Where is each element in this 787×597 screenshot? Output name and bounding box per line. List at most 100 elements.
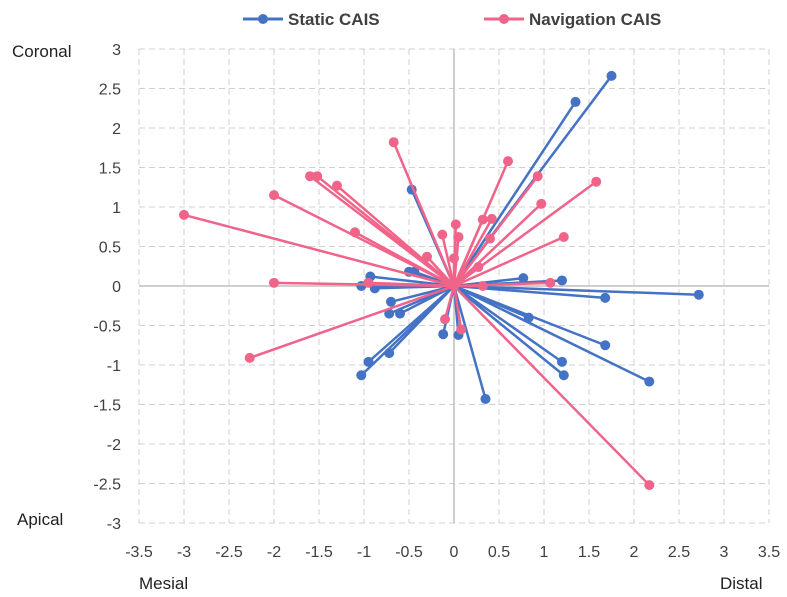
vector-line bbox=[452, 202, 543, 288]
data-point bbox=[570, 96, 581, 107]
vector-line bbox=[443, 284, 456, 321]
y-tick-label: 1.5 bbox=[99, 161, 121, 178]
x-tick-label: -1.5 bbox=[305, 544, 333, 561]
y-tick-labels: 3 2.5 2 1.5 1 0.5 0 -0.5 -1 -1.5 -2 -2.5 -3 bbox=[93, 42, 121, 533]
origin-point bbox=[449, 281, 459, 291]
data-point bbox=[386, 296, 396, 307]
data-point bbox=[363, 356, 374, 367]
y-tick-label: 2.5 bbox=[99, 82, 121, 99]
vector-line bbox=[398, 284, 456, 315]
x-tick-labels: -3.5 -3 -2.5 -2 -1.5 -1 -0.5 0 0.5 1 1.5 2 2.5 3 3.5 bbox=[125, 544, 780, 561]
x-tick-label: -3.5 bbox=[125, 544, 153, 561]
data-point bbox=[477, 281, 488, 291]
legend-item-navigation[interactable]: Navigation CAIS bbox=[484, 10, 661, 29]
y-tick-label: 3 bbox=[112, 42, 121, 59]
data-point bbox=[518, 273, 529, 284]
vector-line bbox=[452, 284, 651, 487]
data-point bbox=[693, 289, 704, 300]
y-tick-label: -2.5 bbox=[93, 477, 121, 494]
x-label-mesial: Mesial bbox=[139, 574, 188, 593]
x-tick-label: -2.5 bbox=[215, 544, 243, 561]
data-point bbox=[485, 233, 495, 244]
data-point bbox=[449, 253, 459, 264]
data-point bbox=[437, 229, 448, 240]
data-point bbox=[395, 308, 405, 319]
data-point bbox=[503, 156, 513, 167]
data-point bbox=[477, 214, 488, 225]
y-tick-label: -2 bbox=[107, 437, 121, 454]
data-point bbox=[473, 262, 484, 273]
x-tick-label: 2 bbox=[630, 544, 639, 561]
x-tick-label: 1 bbox=[540, 544, 549, 561]
x-tick-label: -3 bbox=[177, 544, 191, 561]
vector-line bbox=[452, 100, 577, 288]
vector-line bbox=[452, 217, 494, 288]
vector-line bbox=[248, 284, 456, 360]
y-tick-label: 0 bbox=[112, 279, 121, 296]
data-point bbox=[388, 137, 399, 148]
legend[interactable]: Static CAIS Navigation CAIS bbox=[243, 10, 661, 29]
data-point bbox=[536, 198, 547, 209]
y-tick-label: -0.5 bbox=[93, 319, 121, 336]
data-point bbox=[384, 348, 395, 359]
x-label-distal: Distal bbox=[720, 574, 763, 593]
x-tick-label: -0.5 bbox=[395, 544, 423, 561]
y-tick-label: 1 bbox=[112, 200, 121, 217]
data-point bbox=[591, 176, 602, 187]
data-point bbox=[384, 308, 395, 319]
data-point bbox=[440, 314, 450, 325]
x-tick-label: -2 bbox=[267, 544, 281, 561]
data-point bbox=[600, 340, 611, 351]
y-tick-label: -1 bbox=[107, 358, 121, 375]
x-tick-label: -1 bbox=[357, 544, 371, 561]
data-point bbox=[450, 219, 461, 230]
legend-label-static: Static CAIS bbox=[288, 10, 380, 29]
vector-line bbox=[182, 213, 456, 288]
vector-line bbox=[452, 235, 566, 288]
vector-line bbox=[335, 184, 456, 288]
data-point bbox=[486, 213, 497, 224]
x-tick-label: 2.5 bbox=[668, 544, 690, 561]
x-tick-label: 1.5 bbox=[578, 544, 600, 561]
vector-line bbox=[452, 284, 566, 377]
data-point bbox=[532, 171, 543, 182]
data-point bbox=[606, 70, 617, 81]
data-point bbox=[558, 370, 569, 381]
data-point bbox=[557, 356, 567, 367]
vector-line bbox=[441, 233, 456, 288]
data-point bbox=[179, 209, 189, 220]
x-tick-label: 3 bbox=[720, 544, 729, 561]
data-point bbox=[644, 480, 655, 491]
data-point bbox=[269, 277, 279, 288]
data-point bbox=[480, 393, 491, 404]
data-point bbox=[312, 171, 323, 182]
vector-line bbox=[392, 140, 456, 288]
vector-line bbox=[452, 284, 564, 364]
vector-line bbox=[452, 265, 480, 288]
vector-line bbox=[353, 231, 456, 288]
x-tick-label: 3.5 bbox=[758, 544, 780, 561]
data-point bbox=[422, 251, 432, 262]
vector-line bbox=[360, 284, 456, 377]
data-point bbox=[363, 277, 374, 288]
x-tick-label: 0 bbox=[450, 544, 459, 561]
data-point bbox=[244, 352, 255, 363]
legend-marker-static bbox=[258, 14, 268, 24]
corner-label-apical: Apical bbox=[17, 510, 63, 529]
data-point bbox=[269, 190, 279, 201]
vector-line bbox=[452, 284, 701, 296]
y-tick-label: -3 bbox=[107, 516, 121, 533]
data-point bbox=[438, 329, 449, 340]
data-point bbox=[557, 275, 567, 286]
data-point bbox=[644, 376, 655, 387]
data-point bbox=[350, 227, 360, 238]
vector-line bbox=[452, 284, 651, 383]
legend-item-static[interactable]: Static CAIS bbox=[243, 10, 380, 29]
series-layer bbox=[179, 70, 704, 491]
legend-marker-navigation bbox=[499, 14, 509, 24]
data-point bbox=[332, 180, 342, 191]
data-point bbox=[523, 312, 534, 323]
data-point bbox=[545, 277, 556, 288]
y-tick-label: -1.5 bbox=[93, 398, 121, 415]
